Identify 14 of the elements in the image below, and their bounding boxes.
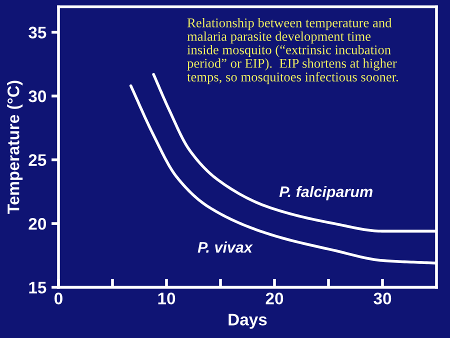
series-label: P. vivax <box>198 242 253 253</box>
x-tick-label: 0 <box>54 292 62 304</box>
x-tick-label: 20 <box>266 292 284 304</box>
y-tick-label: 30 <box>28 90 46 102</box>
y-axis-title: Temperature (°C) <box>7 80 23 214</box>
series-label: P. falciparum <box>279 186 372 200</box>
x-tick-label: 10 <box>158 292 176 304</box>
y-tick-label: 35 <box>28 26 46 38</box>
x-axis-title: Days <box>228 314 267 329</box>
y-tick-label: 15 <box>29 282 46 294</box>
x-tick-label: 30 <box>374 292 392 304</box>
y-tick-label: 25 <box>28 154 46 166</box>
annotation: Relationship between temperature and malaria parasite development time inside mosquito (“extrinsic incubation period” or EIP). EIP shortens at higher temps, so mosquitoes infectious sooner. <box>187 18 398 84</box>
y-tick-label: 20 <box>28 218 46 230</box>
